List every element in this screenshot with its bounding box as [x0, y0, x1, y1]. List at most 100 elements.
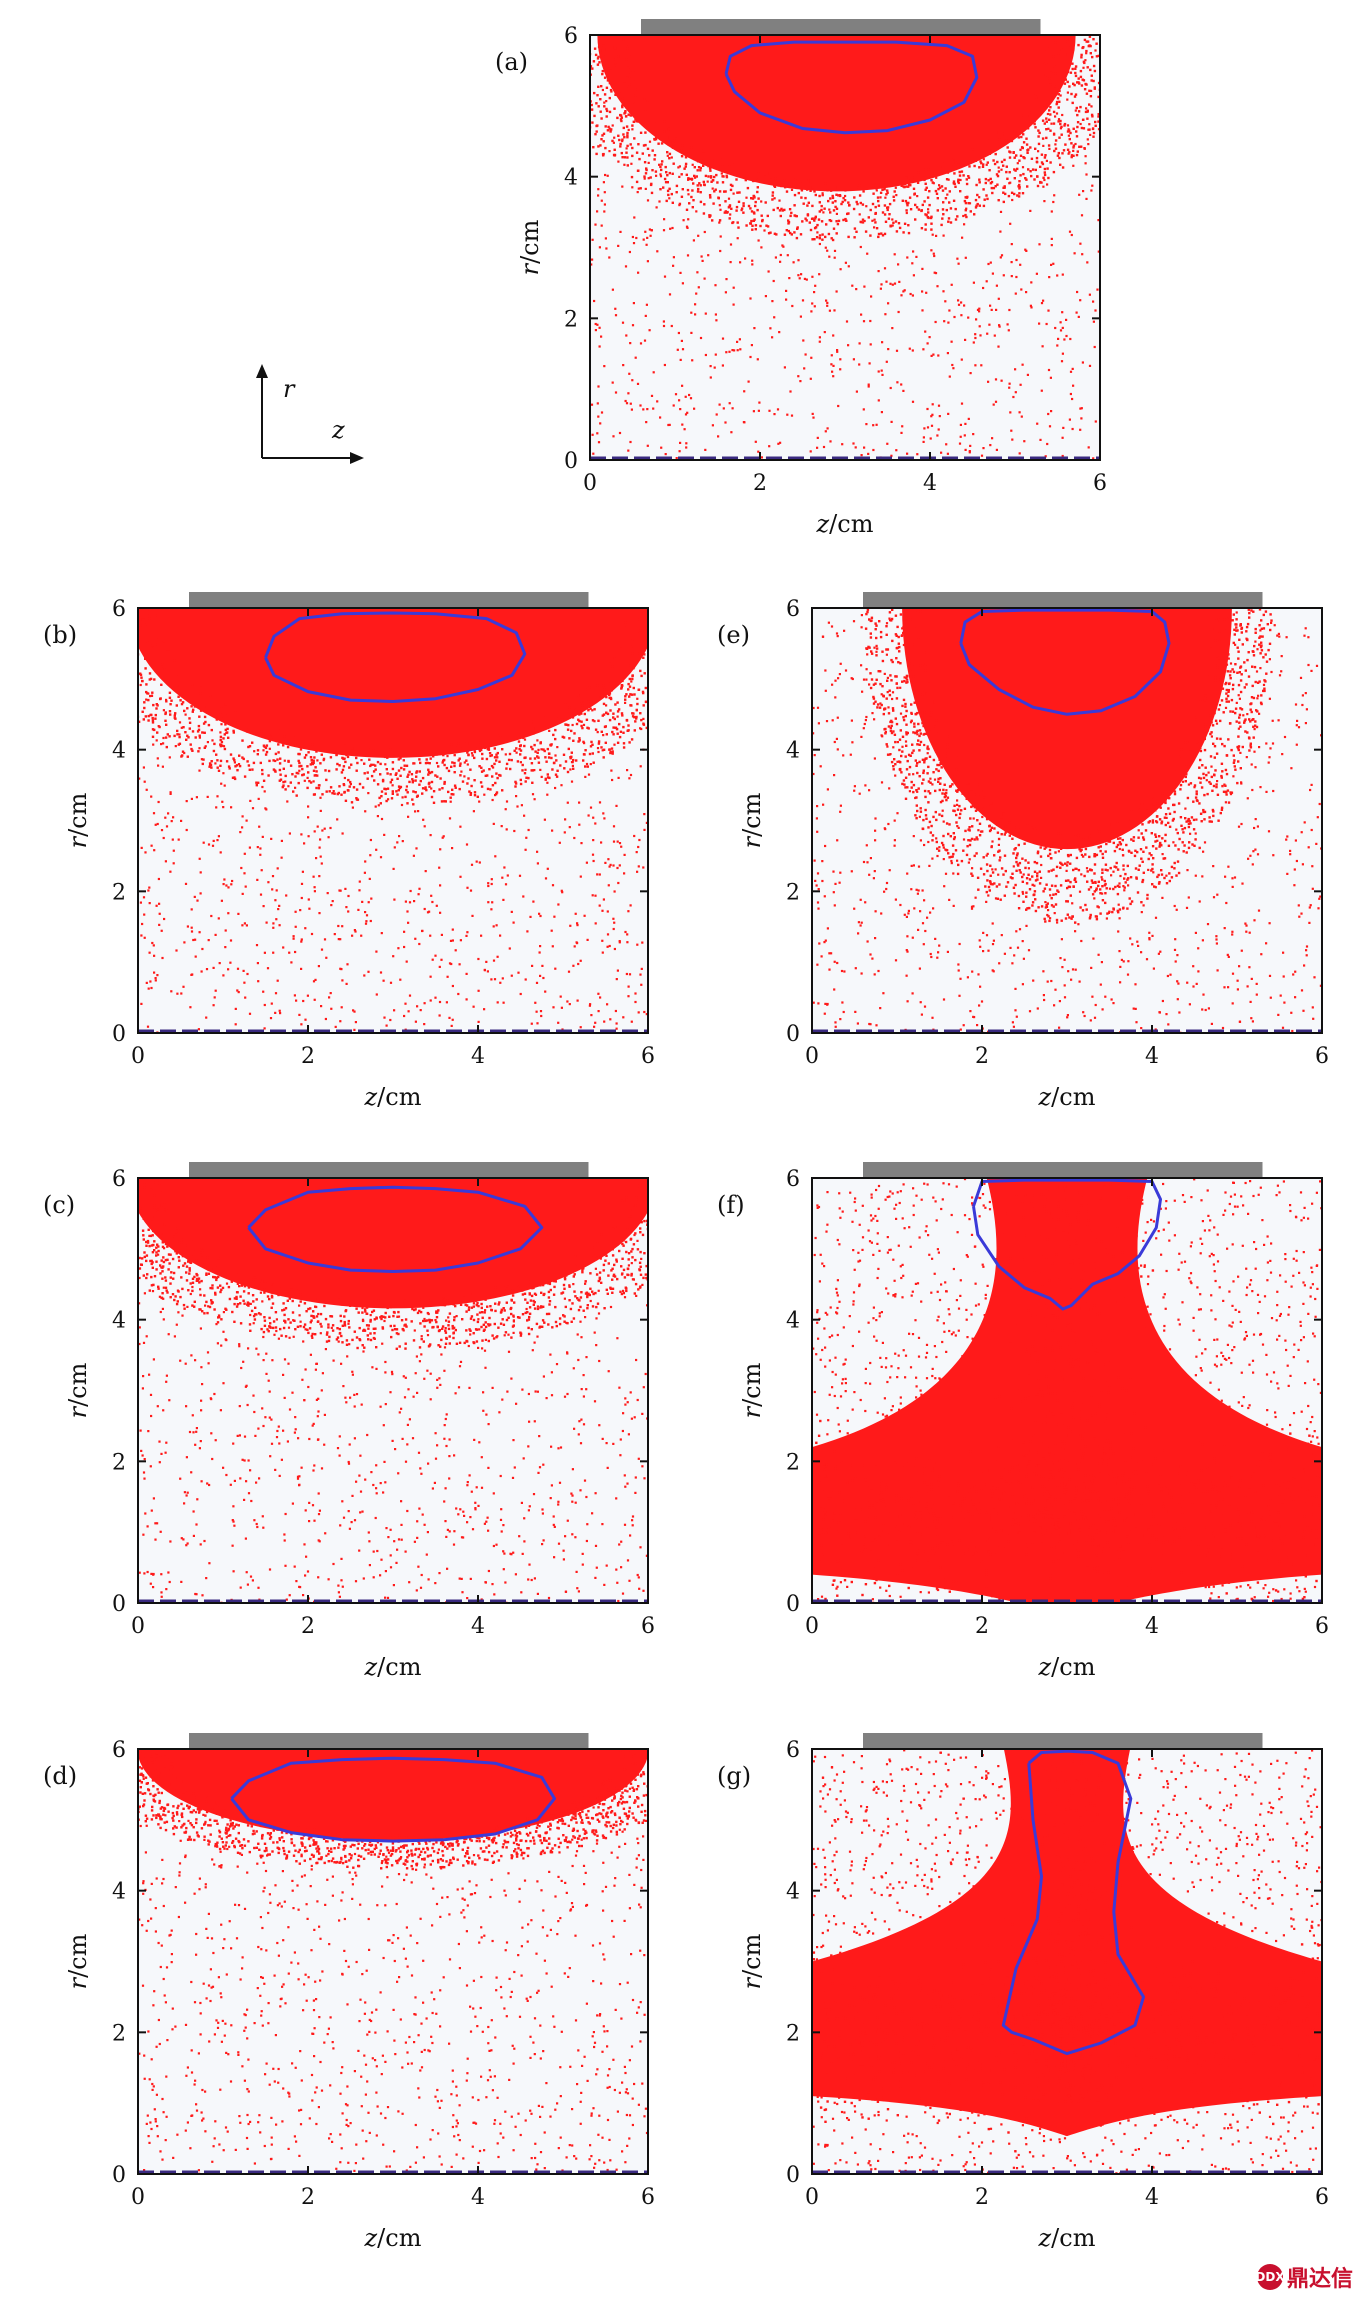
particle [210, 766, 213, 769]
particle [621, 185, 624, 188]
particle [391, 792, 394, 795]
particle [486, 787, 490, 791]
particle [666, 189, 670, 193]
particle [982, 204, 986, 208]
particle [557, 717, 561, 721]
particle [102, 632, 104, 634]
particle [586, 938, 589, 941]
particle [855, 390, 858, 393]
particle [593, 299, 596, 303]
particle [245, 819, 248, 822]
particle [329, 756, 333, 759]
particle [539, 768, 542, 771]
particle [451, 1018, 454, 1021]
particle [1029, 118, 1032, 121]
particle [421, 787, 425, 790]
particle [710, 180, 713, 183]
particle [769, 176, 772, 179]
particle [158, 725, 161, 729]
particle [121, 636, 123, 638]
particle [633, 729, 636, 732]
particle [729, 261, 732, 264]
particle [261, 785, 264, 789]
particle [891, 218, 894, 221]
particle [121, 712, 123, 714]
particle [711, 620, 713, 622]
particle [578, 40, 580, 42]
particle [826, 186, 829, 189]
particle [539, 742, 542, 745]
particle [599, 695, 602, 698]
particle [579, 875, 582, 878]
particle [922, 348, 925, 351]
particle [336, 762, 339, 766]
particle [806, 214, 810, 217]
particle [1008, 156, 1012, 159]
particle [385, 768, 388, 771]
particle [641, 690, 645, 694]
particle [903, 222, 907, 225]
particle [485, 757, 489, 761]
particle [667, 193, 670, 197]
particle [281, 730, 285, 734]
particle [597, 740, 601, 743]
particle [294, 786, 297, 789]
particle [1022, 141, 1026, 144]
particle [661, 160, 664, 163]
particle [494, 855, 497, 858]
particle [853, 236, 856, 239]
particle [1102, 98, 1104, 100]
particle [982, 286, 985, 290]
particle [935, 192, 939, 195]
particle [931, 181, 934, 184]
particle [212, 839, 215, 842]
particle [1095, 55, 1099, 58]
particle [994, 185, 997, 188]
particle [610, 36, 614, 39]
particle [140, 934, 143, 937]
particle [591, 894, 594, 897]
particle [938, 415, 941, 418]
particle [213, 700, 216, 703]
particle [451, 928, 454, 931]
particle [786, 254, 789, 257]
particle [867, 385, 870, 388]
particle [243, 922, 246, 925]
particle [219, 764, 222, 767]
particle [630, 639, 634, 643]
particle [593, 114, 596, 118]
particle [185, 800, 188, 803]
particle [598, 801, 602, 804]
particle [475, 860, 478, 863]
particle [992, 159, 995, 162]
particle [1017, 185, 1020, 188]
particle [634, 94, 637, 97]
particle [890, 420, 893, 423]
particle [429, 975, 432, 978]
particle [558, 59, 560, 61]
particle [589, 806, 593, 809]
particle [430, 780, 434, 784]
particle [594, 322, 597, 326]
particle [625, 334, 628, 337]
particle [160, 665, 163, 668]
particle [609, 697, 613, 701]
particle [557, 1021, 560, 1024]
particle [566, 91, 568, 93]
particle [1092, 64, 1096, 68]
particle [153, 849, 156, 852]
particle [901, 425, 904, 428]
particle [948, 201, 951, 204]
particle [262, 905, 265, 908]
particle [950, 283, 953, 286]
particle [645, 821, 648, 824]
particle [498, 773, 501, 777]
particle [264, 807, 267, 810]
particle [844, 217, 847, 221]
particle [227, 912, 230, 915]
particle [439, 848, 442, 851]
particle [793, 193, 797, 197]
particle [77, 633, 79, 635]
particle [225, 884, 228, 887]
particle [672, 404, 675, 407]
